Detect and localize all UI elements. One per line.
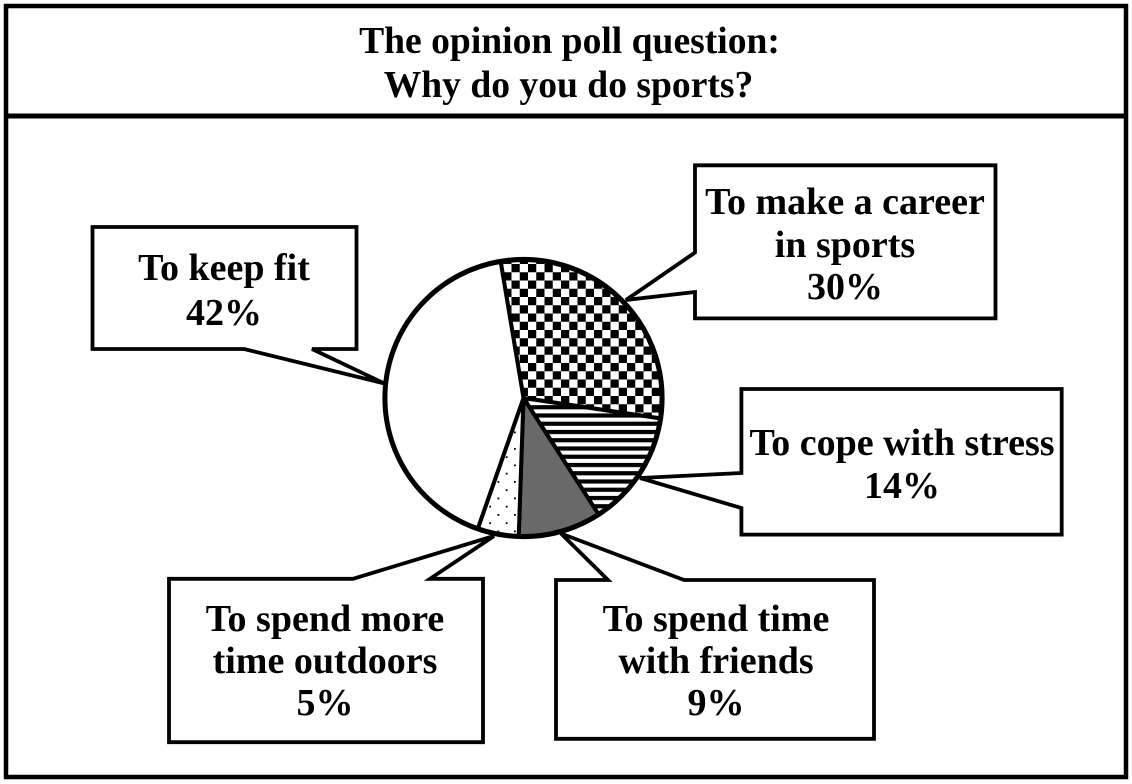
svg-text:42%: 42% bbox=[186, 292, 262, 334]
svg-text:30%: 30% bbox=[807, 266, 883, 308]
svg-text:with friends: with friends bbox=[618, 640, 813, 682]
svg-text:5%: 5% bbox=[297, 682, 354, 724]
svg-text:in sports: in sports bbox=[775, 224, 915, 266]
svg-text:To make a career: To make a career bbox=[705, 181, 985, 223]
svg-text:Why do you do sports?: Why do you do sports? bbox=[384, 65, 754, 106]
svg-text:To keep fit: To keep fit bbox=[138, 247, 310, 289]
svg-text:To spend time: To spend time bbox=[603, 598, 830, 640]
svg-text:The opinion poll question:: The opinion poll question: bbox=[359, 21, 780, 62]
svg-text:14%: 14% bbox=[864, 465, 940, 507]
svg-text:time outdoors: time outdoors bbox=[213, 640, 438, 682]
svg-text:9%: 9% bbox=[688, 682, 745, 724]
svg-text:To spend more: To spend more bbox=[206, 598, 445, 640]
svg-text:To cope with stress: To cope with stress bbox=[749, 422, 1054, 464]
